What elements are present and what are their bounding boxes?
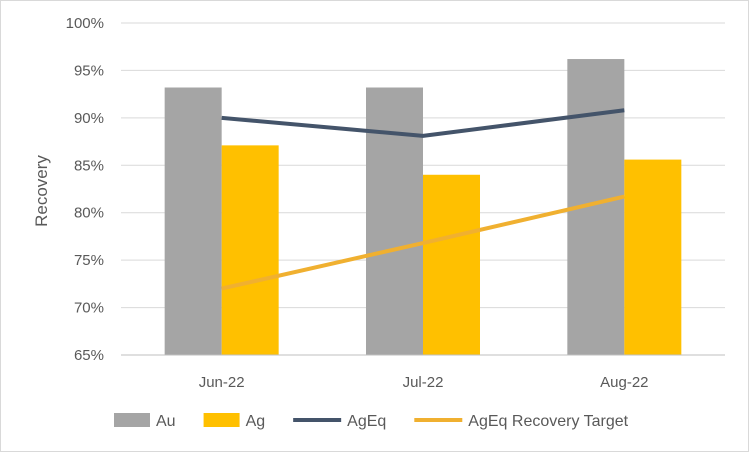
y-tick-label: 100% — [66, 15, 104, 32]
y-axis-label: Recovery — [32, 155, 51, 227]
y-tick-label: 65% — [74, 347, 104, 364]
y-tick-label: 90% — [74, 110, 104, 127]
legend-label-au: Au — [156, 413, 176, 430]
line-ageq — [221, 108, 625, 138]
line-ageq-recovery-target — [221, 194, 625, 291]
x-tick-label: Aug-22 — [600, 374, 648, 391]
y-tick-label: 75% — [74, 252, 104, 269]
legend-label-ageq: AgEq — [347, 413, 386, 430]
bar-au — [366, 87, 423, 355]
bar-ag — [423, 174, 480, 355]
legend-label-ageq-recovery-target: AgEq Recovery Target — [468, 413, 628, 430]
legend-swatch-au — [114, 413, 150, 427]
legend-label-ag: Ag — [246, 413, 266, 430]
y-tick-label: 95% — [74, 62, 104, 79]
y-tick-label: 85% — [74, 157, 104, 174]
x-tick-label: Jul-22 — [403, 374, 444, 391]
y-tick-label: 70% — [74, 300, 104, 317]
bar-au — [164, 87, 222, 355]
x-tick-label: Jun-22 — [199, 374, 245, 391]
y-tick-label: 80% — [74, 205, 104, 222]
bar-ag — [221, 145, 279, 355]
bar-ag — [624, 159, 682, 355]
legend-swatch-ag — [203, 413, 240, 427]
